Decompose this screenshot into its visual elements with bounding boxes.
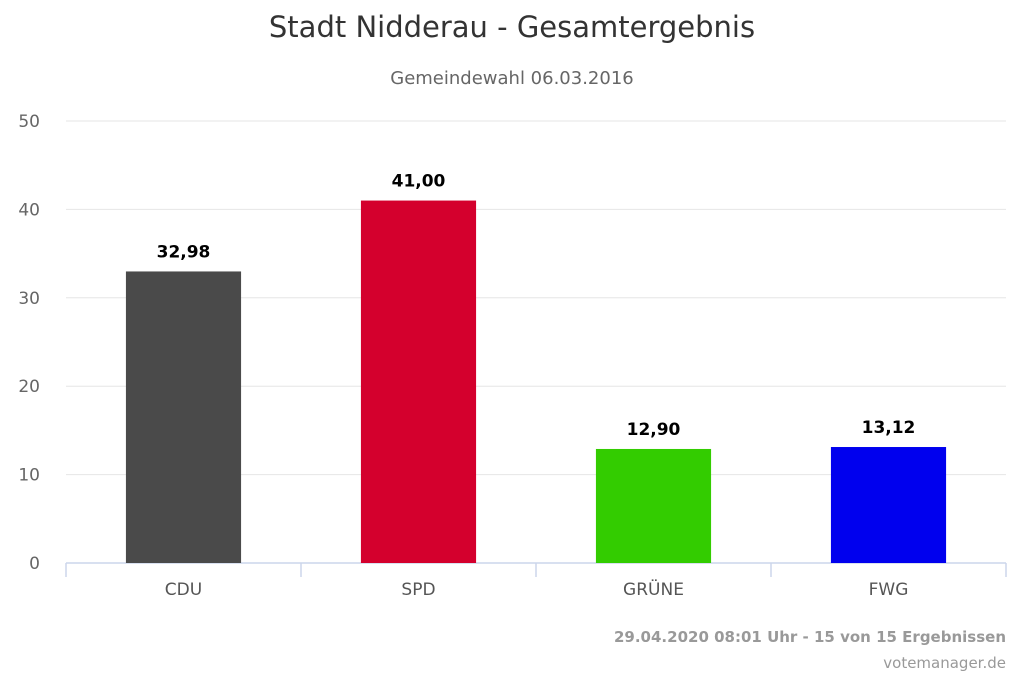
- y-tick-label: 10: [18, 466, 40, 486]
- bar-fwg: [830, 447, 947, 563]
- bar-cdu: [125, 271, 242, 563]
- data-label: 12,90: [627, 420, 681, 440]
- x-tick-label: CDU: [165, 580, 202, 600]
- y-tick-label: 20: [18, 377, 40, 397]
- data-label: 13,12: [862, 418, 916, 438]
- y-tick-label: 0: [29, 554, 40, 574]
- data-label: 32,98: [157, 242, 211, 262]
- bar-spd: [360, 200, 477, 563]
- x-tick-label: GRÜNE: [623, 578, 684, 600]
- chart-subtitle: Gemeindewahl 06.03.2016: [390, 68, 634, 89]
- x-tick-label: FWG: [869, 580, 909, 600]
- y-tick-label: 50: [18, 112, 40, 132]
- data-label: 41,00: [392, 172, 446, 192]
- x-tick-label: SPD: [401, 580, 435, 600]
- y-tick-label: 40: [18, 200, 40, 220]
- bar-grüne: [595, 448, 712, 563]
- credits-source-link[interactable]: votemanager.de: [883, 654, 1006, 672]
- chart-title: Stadt Nidderau - Gesamtergebnis: [268, 10, 756, 44]
- y-tick-label: 30: [18, 289, 40, 309]
- credits-timestamp: 29.04.2020 08:01 Uhr - 15 von 15 Ergebni…: [613, 628, 1006, 646]
